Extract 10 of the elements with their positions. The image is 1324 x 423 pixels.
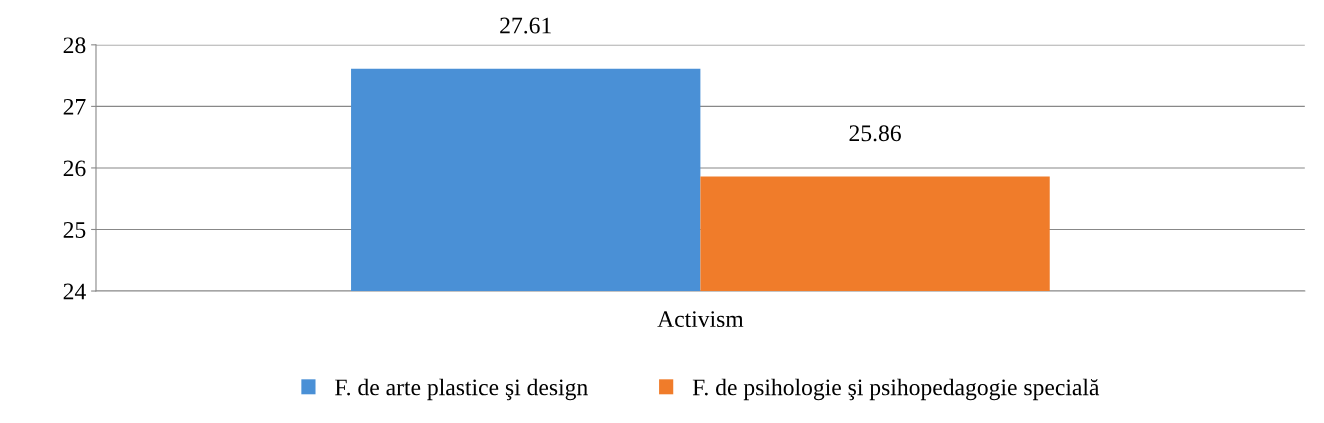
y-tick-label: 26 xyxy=(63,160,86,177)
legend-label: F. de arte plastice şi design xyxy=(335,378,588,401)
y-tick-label: 28 xyxy=(63,37,86,54)
y-tick-label: 25 xyxy=(63,222,86,238)
y-tick-label: 24 xyxy=(63,283,86,300)
legend-label: F. de psihologie şi psihopedagogie specială xyxy=(692,378,1100,401)
data-label: 27.61 xyxy=(500,17,551,34)
x-tick-label: Activism xyxy=(657,311,744,328)
data-label: 25.86 xyxy=(849,125,901,142)
y-tick-label: 27 xyxy=(63,98,86,115)
